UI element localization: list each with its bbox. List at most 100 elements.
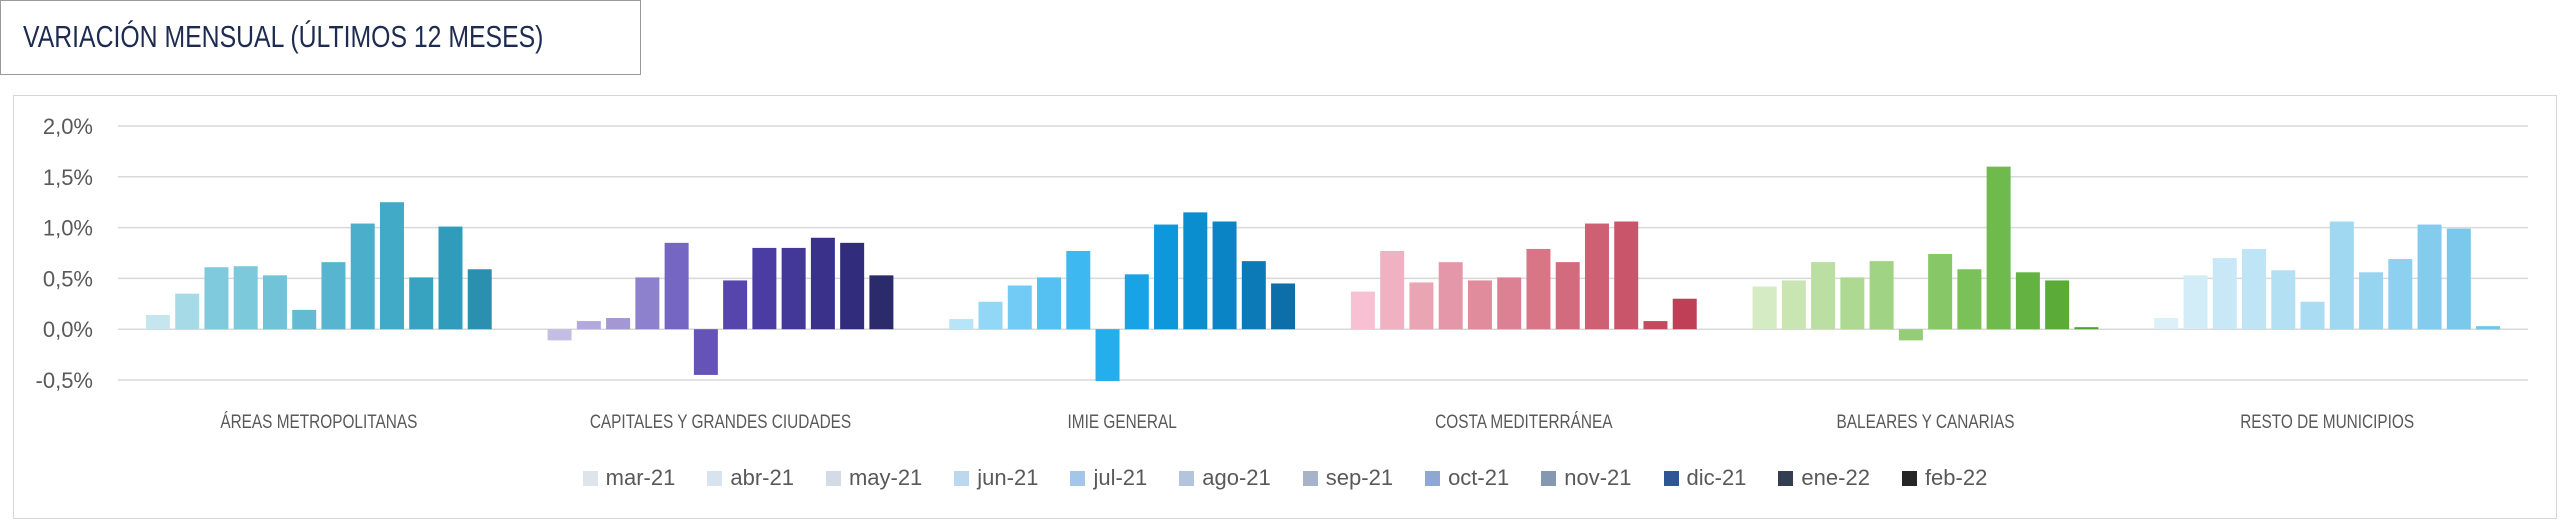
bar-3-dic-21 (1212, 221, 1237, 330)
legend-label: ago-21 (1202, 465, 1271, 490)
bar-3-feb-22 (1271, 283, 1296, 330)
title-box: VARIACIÓN MENSUAL (ÚLTIMOS 12 MESES) (0, 0, 641, 75)
bar-2-ago-21 (693, 329, 718, 375)
bar-2-jun-21 (635, 277, 660, 330)
bar-1-dic-21 (409, 277, 434, 330)
y-tick-label: 1,0% (43, 216, 93, 241)
legend-swatch (1070, 470, 1086, 486)
bar-4-jun-21 (1438, 262, 1463, 330)
bar-2-jul-21 (664, 242, 689, 330)
chart-title: VARIACIÓN MENSUAL (ÚLTIMOS 12 MESES) (23, 19, 544, 54)
bar-6-oct-21 (2359, 272, 2384, 330)
legend-label: jun-21 (977, 465, 1039, 490)
legend-item: mar-21 (582, 465, 676, 491)
legend-swatch (1663, 470, 1679, 486)
bar-4-nov-21 (1584, 223, 1609, 330)
y-tick-label: 2,0% (43, 114, 93, 139)
bar-1-abr-21 (175, 293, 200, 330)
bar-3-jul-21 (1066, 250, 1091, 330)
bar-3-abr-21 (978, 301, 1003, 330)
bar-2-sep-21 (723, 280, 748, 330)
bar-6-ene-22 (2446, 228, 2471, 330)
legend-label: jul-21 (1093, 465, 1148, 490)
category-label: BALEARES Y CANARIAS (1837, 410, 2015, 432)
bar-4-ago-21 (1497, 277, 1522, 330)
y-tick-label: 0,0% (43, 317, 93, 342)
bar-1-nov-21 (379, 202, 404, 330)
legend-swatch (825, 470, 841, 486)
category-label: RESTO DE MUNICIPIOS (2240, 410, 2414, 432)
bar-3-ago-21 (1095, 329, 1120, 382)
bar-1-oct-21 (350, 223, 375, 330)
category-label: COSTA MEDITERRÁNEA (1435, 410, 1613, 432)
legend-label: feb-22 (1924, 465, 1988, 490)
bar-2-mar-21 (547, 329, 572, 341)
bar-5-ago-21 (1898, 329, 1923, 341)
legend-item: ago-21 (1179, 465, 1271, 491)
bar-1-sep-21 (321, 262, 346, 330)
bar-6-may-21 (2212, 258, 2237, 330)
legend-swatch (707, 470, 723, 486)
bar-4-jul-21 (1467, 280, 1492, 330)
bar-3-may-21 (1007, 285, 1032, 330)
bar-6-sep-21 (2329, 221, 2354, 330)
bar-4-sep-21 (1526, 248, 1551, 330)
legend-item: may-21 (825, 465, 922, 491)
bar-1-feb-22 (467, 269, 492, 330)
legend-swatch (1541, 470, 1557, 486)
legend-swatch (1179, 470, 1195, 486)
bar-4-feb-22 (1672, 298, 1697, 330)
bar-2-dic-21 (810, 237, 835, 330)
legend-item: nov-21 (1541, 465, 1632, 491)
bar-2-abr-21 (576, 321, 601, 330)
legend-item: oct-21 (1425, 465, 1509, 491)
chart-area: 2,0% 1,5% 1,0% 0,5% 0,0% -0,5% ÁREAS METROPOL… (13, 95, 2557, 519)
bar-4-oct-21 (1555, 262, 1580, 330)
legend-item: abr-21 (707, 465, 794, 491)
bar-6-jul-21 (2271, 270, 2296, 330)
category-label: IMIE GENERAL (1068, 410, 1178, 432)
legend-item: dic-21 (1663, 465, 1747, 491)
legend-label: mar-21 (605, 465, 676, 490)
bar-5-jun-21 (1840, 277, 1865, 330)
bar-3-nov-21 (1183, 212, 1208, 330)
bar-4-dic-21 (1614, 221, 1639, 330)
legend-item: jul-21 (1070, 465, 1147, 491)
bar-5-jul-21 (1869, 261, 1894, 330)
bar-4-abr-21 (1380, 250, 1405, 330)
bars (145, 166, 2501, 382)
bar-3-sep-21 (1124, 274, 1149, 330)
bar-1-ago-21 (292, 309, 317, 330)
legend-label: ene-22 (1801, 465, 1870, 490)
bar-6-abr-21 (2183, 275, 2208, 330)
bar-5-ene-22 (2045, 280, 2070, 330)
legend-label: oct-21 (1448, 465, 1510, 490)
bar-5-feb-22 (2074, 327, 2099, 330)
bar-6-jun-21 (2242, 248, 2267, 330)
category-label: ÁREAS METROPOLITANAS (220, 410, 417, 432)
bar-5-may-21 (1811, 262, 1836, 330)
legend-swatch (1778, 470, 1794, 486)
category-axis-labels: ÁREAS METROPOLITANAS CAPITALES Y GRANDES … (220, 410, 2414, 432)
legend-swatch (1901, 470, 1917, 486)
bar-4-ene-22 (1643, 321, 1668, 330)
bar-4-mar-21 (1350, 291, 1375, 330)
legend-item: sep-21 (1302, 465, 1393, 491)
bar-1-ene-22 (438, 226, 463, 330)
bar-chart: 2,0% 1,5% 1,0% 0,5% 0,0% -0,5% ÁREAS METROPOL… (36, 114, 2528, 432)
bar-5-abr-21 (1781, 280, 1806, 330)
bar-3-jun-21 (1037, 277, 1062, 330)
legend-label: dic-21 (1686, 465, 1747, 490)
bar-6-dic-21 (2417, 224, 2442, 330)
bar-5-oct-21 (1957, 269, 1982, 330)
bar-2-nov-21 (781, 247, 806, 330)
bar-2-oct-21 (752, 247, 777, 330)
bar-6-feb-22 (2476, 326, 2501, 330)
bar-2-may-21 (606, 318, 631, 330)
bar-6-mar-21 (2154, 318, 2179, 330)
bar-1-jun-21 (233, 266, 258, 330)
bar-3-oct-21 (1154, 224, 1179, 330)
bar-5-mar-21 (1752, 286, 1777, 330)
bar-3-mar-21 (949, 319, 974, 330)
bar-5-sep-21 (1928, 254, 1953, 330)
